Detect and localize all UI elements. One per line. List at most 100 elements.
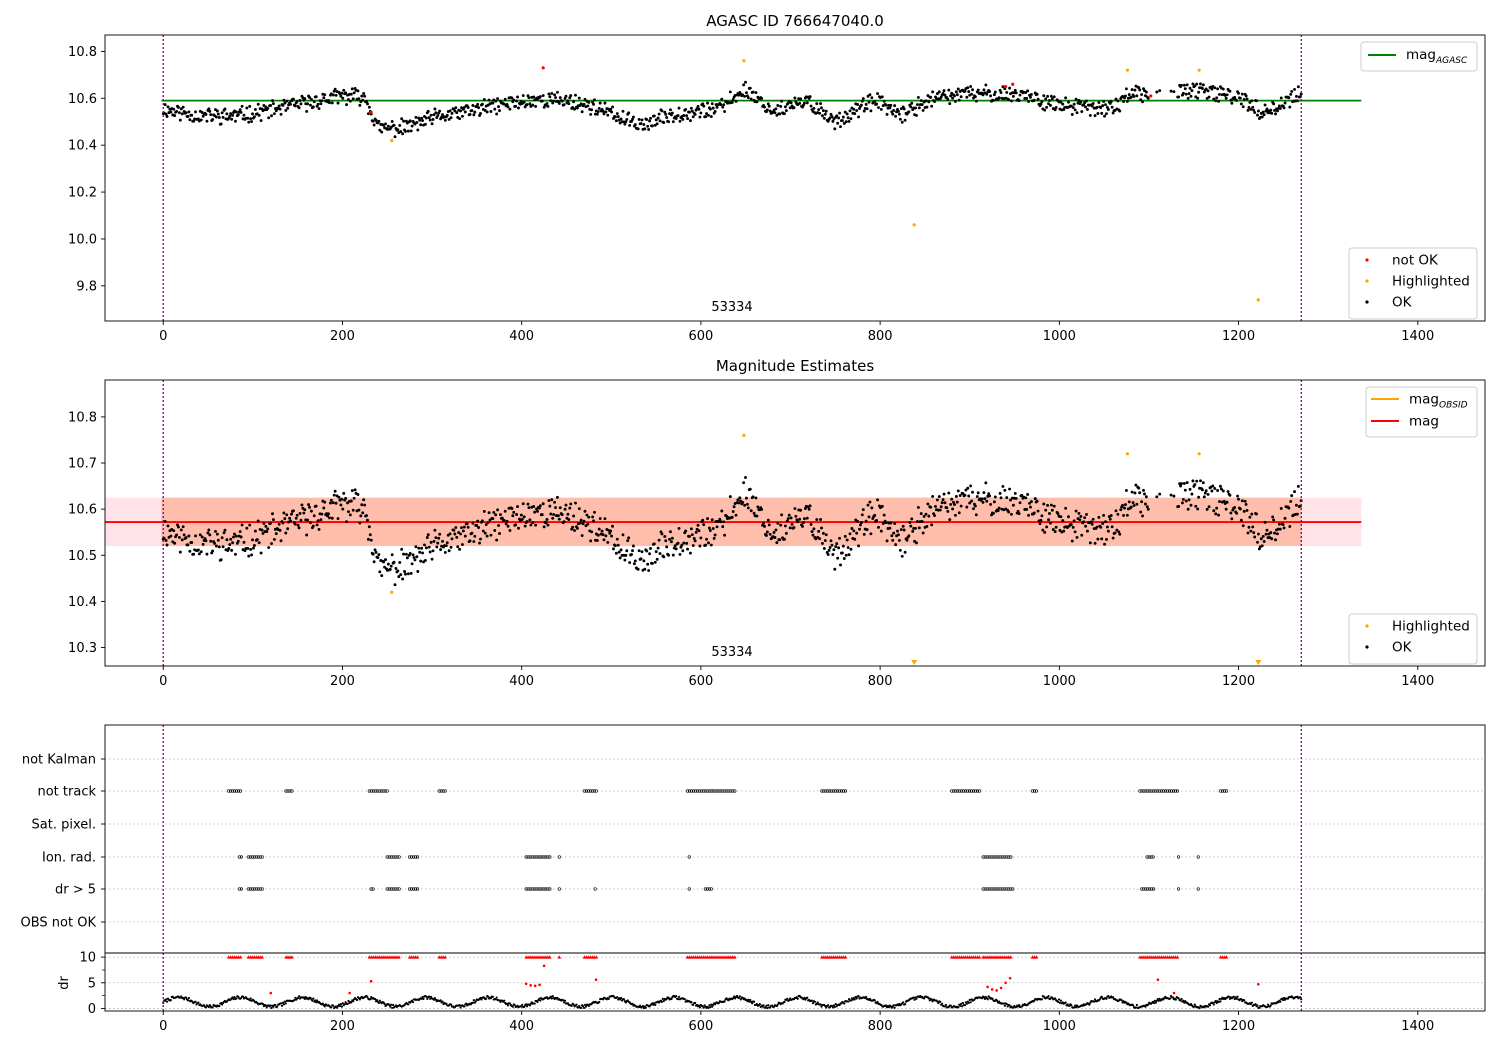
ok-point [419, 123, 423, 127]
ok-point [600, 529, 604, 533]
ok-point [611, 524, 614, 528]
ok-point [1265, 528, 1269, 532]
dr-point [711, 1005, 714, 1008]
ok-point [1102, 100, 1106, 103]
x-tick-label: 1200 [1222, 329, 1255, 344]
ok-point [624, 553, 628, 557]
ok-point [989, 502, 993, 506]
dr-point [425, 995, 428, 998]
ok-point [776, 521, 780, 525]
ok-point [1250, 512, 1254, 516]
ok-point [312, 514, 316, 518]
ok-point [980, 497, 984, 501]
ok-point [658, 552, 662, 555]
dr-point [949, 1004, 952, 1007]
ok-point [270, 114, 273, 118]
ok-point [603, 101, 607, 105]
ok-point [198, 533, 202, 537]
ok-point [522, 100, 526, 104]
ok-point [590, 530, 594, 534]
ok-point [846, 546, 850, 550]
ok-point [328, 501, 332, 505]
dr-point [169, 999, 172, 1002]
ok-point [211, 549, 215, 553]
ok-point [1200, 87, 1204, 90]
dr-point [433, 996, 437, 1000]
ok-point [642, 559, 646, 563]
ok-point [882, 99, 886, 103]
ok-point [1096, 537, 1100, 541]
flag-marker [412, 855, 416, 859]
dr-flagged-point [1008, 976, 1012, 980]
ok-point [1201, 83, 1205, 87]
ok-point [230, 548, 234, 552]
dr-point [485, 997, 488, 1000]
flag-marker [526, 887, 530, 891]
ok-point [898, 548, 902, 552]
ok-point [544, 521, 548, 525]
ok-point [646, 562, 650, 566]
ok-point [1122, 513, 1126, 517]
dr-point [338, 1004, 342, 1008]
ok-point [1133, 88, 1137, 92]
flag-marker [540, 855, 544, 859]
ok-point [236, 113, 240, 117]
ok-point [692, 537, 696, 540]
dr-point [352, 1000, 355, 1003]
ok-point [989, 94, 993, 98]
ok-point [1169, 493, 1173, 497]
ok-point [1103, 114, 1107, 118]
flag-marker [410, 887, 414, 891]
ok-point [238, 530, 242, 533]
ok-point [299, 518, 303, 522]
ok-point [1186, 96, 1190, 100]
dr-point [346, 1002, 349, 1005]
ok-point [869, 532, 873, 536]
ok-point [487, 98, 491, 102]
dr-point [279, 1002, 283, 1005]
ok-point [332, 493, 336, 497]
dr-point [641, 1005, 645, 1008]
dr-point [697, 1004, 701, 1007]
ok-point [1187, 92, 1191, 95]
ok-point [533, 98, 537, 102]
ok-point [402, 119, 406, 123]
flag-marker [1140, 789, 1144, 793]
ok-point [595, 539, 599, 542]
ok-point [569, 94, 573, 98]
flag-marker [1146, 789, 1150, 793]
ok-point [562, 520, 566, 524]
ok-point [1124, 488, 1128, 492]
ok-point [1010, 512, 1013, 516]
dr-clipped-marker [548, 955, 552, 959]
dr-point [551, 995, 554, 998]
dr-point [796, 997, 799, 1000]
ok-point [776, 104, 780, 107]
ok-point [612, 547, 615, 551]
ok-point [860, 513, 864, 517]
ok-point [256, 102, 260, 106]
dr-point [1040, 998, 1043, 1001]
dr-point [280, 1004, 284, 1007]
ok-point [582, 102, 586, 106]
ok-point [333, 489, 337, 493]
ok-point [267, 116, 271, 120]
dr-point [1198, 1007, 1201, 1010]
ok-point [670, 111, 674, 115]
ok-point [514, 523, 518, 527]
ok-point [479, 537, 482, 541]
dr-point [922, 997, 926, 1000]
ok-point [935, 498, 939, 502]
flag-marker [701, 789, 705, 793]
ok-point [350, 489, 354, 492]
ok-point [468, 112, 472, 116]
dr-point [851, 998, 854, 1001]
ok-point [596, 533, 600, 537]
ok-point [817, 108, 821, 112]
ok-point [394, 567, 398, 570]
ok-point [1080, 533, 1084, 537]
ok-point [1109, 514, 1113, 517]
ok-point [575, 106, 579, 110]
x-tick-label: 1000 [1043, 1019, 1076, 1034]
ok-point [552, 99, 556, 103]
